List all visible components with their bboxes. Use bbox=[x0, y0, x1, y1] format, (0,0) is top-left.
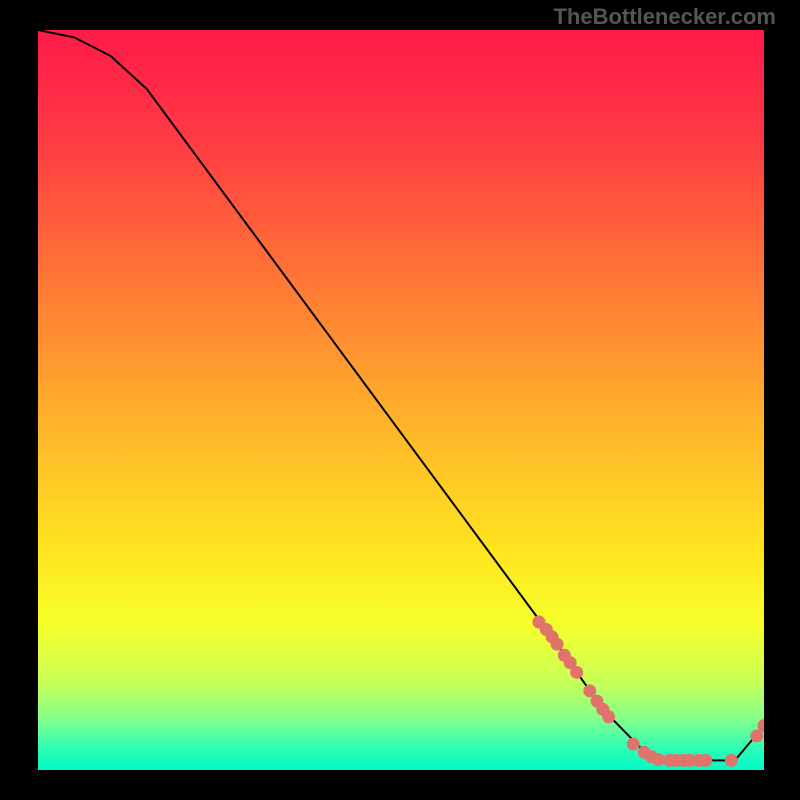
data-marker bbox=[725, 754, 737, 766]
data-marker bbox=[571, 666, 583, 678]
data-marker bbox=[758, 720, 764, 732]
bottleneck-curve bbox=[38, 30, 764, 760]
chart-frame: TheBottlenecker.com bbox=[0, 0, 800, 800]
watermark-text: TheBottlenecker.com bbox=[553, 4, 776, 30]
chart-svg-overlay bbox=[38, 30, 764, 770]
data-marker bbox=[627, 738, 639, 750]
data-marker bbox=[603, 711, 615, 723]
data-marker bbox=[653, 754, 665, 766]
data-marker bbox=[700, 754, 712, 766]
data-marker bbox=[751, 730, 763, 742]
plot-area bbox=[38, 30, 764, 770]
data-marker bbox=[551, 638, 563, 650]
data-marker bbox=[584, 685, 596, 697]
